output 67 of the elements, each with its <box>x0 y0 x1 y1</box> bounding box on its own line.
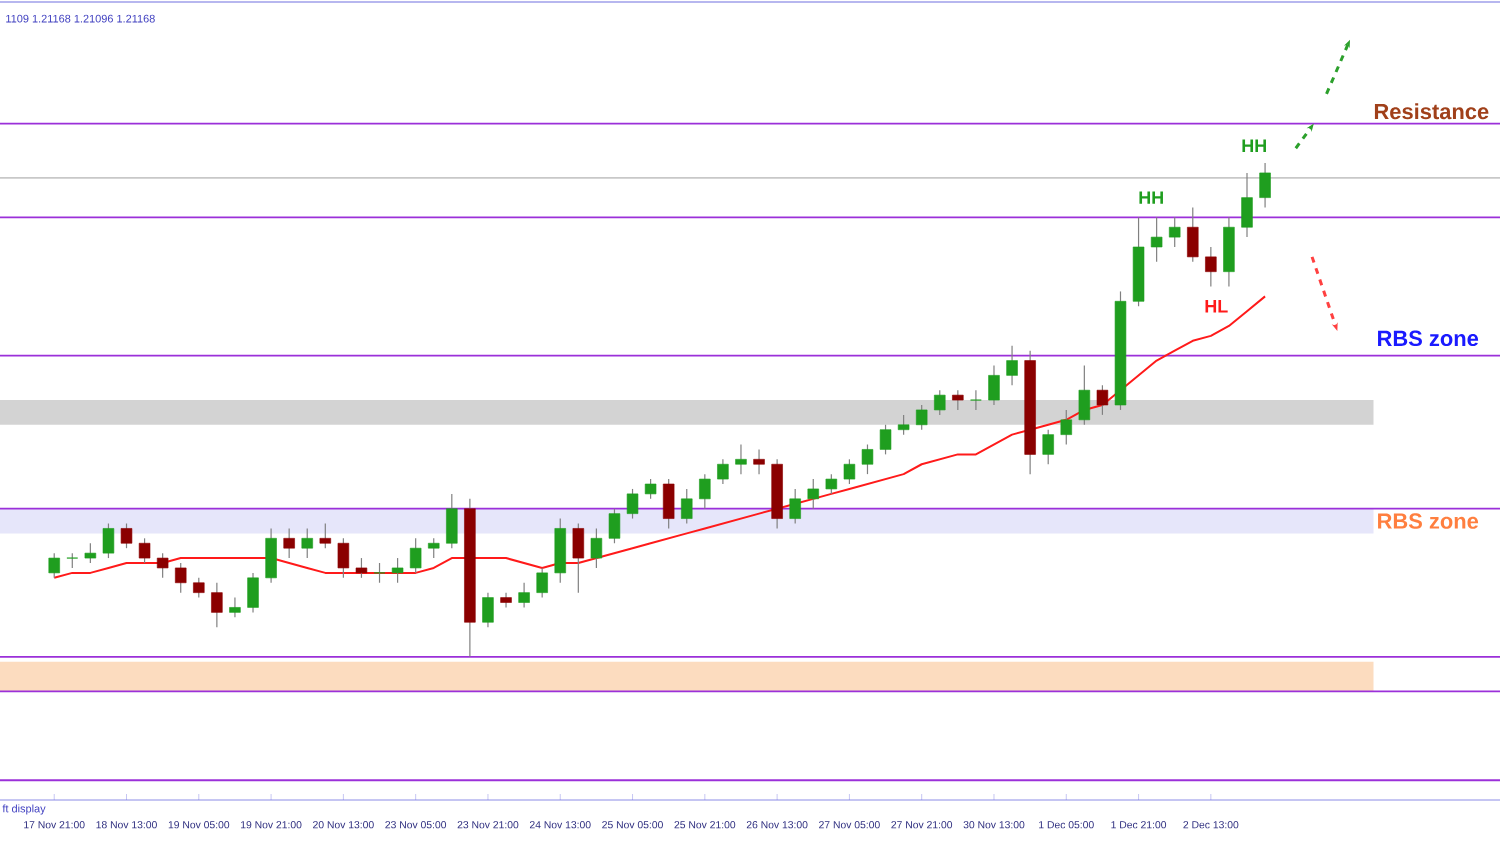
candlestick <box>1241 172 1253 238</box>
candlestick <box>229 596 241 618</box>
candlestick <box>915 404 928 431</box>
candlestick <box>1187 206 1199 263</box>
candlestick <box>934 389 946 416</box>
candlestick <box>301 527 313 559</box>
candlestick <box>156 552 169 579</box>
candlestick <box>355 557 368 579</box>
candlestick <box>626 488 639 520</box>
candlestick <box>735 443 747 475</box>
text: RBS zone <box>1378 513 1479 529</box>
candlestick <box>681 488 693 525</box>
candlestick <box>644 478 657 500</box>
candlestick <box>699 473 711 510</box>
text: RBS zone <box>1378 330 1479 347</box>
candlestick <box>536 567 548 599</box>
candlestick <box>319 522 332 549</box>
candlestick <box>409 537 422 574</box>
candlestick <box>717 458 729 485</box>
candlestick <box>572 522 585 594</box>
candlestick <box>446 493 458 549</box>
candlestick <box>518 582 530 609</box>
candlestick <box>265 527 277 584</box>
candlestick <box>753 448 765 475</box>
candlestick <box>1042 429 1054 465</box>
candlestick <box>373 562 386 584</box>
candlestick <box>1150 216 1163 263</box>
candlestick <box>391 557 404 584</box>
candlestick <box>897 414 910 436</box>
candlestick <box>247 572 259 613</box>
candlestick <box>825 473 838 495</box>
candlestick <box>138 537 151 564</box>
candlestick <box>84 542 97 564</box>
candlestick <box>1096 384 1109 416</box>
candlestick <box>590 527 603 569</box>
candlestick <box>1223 216 1235 288</box>
annotation: HL <box>1205 300 1228 313</box>
candlestick <box>969 389 982 411</box>
text: HH <box>1242 139 1266 152</box>
candlestick <box>102 522 115 559</box>
candlestick <box>988 364 1000 406</box>
candlestick <box>843 458 856 485</box>
candlestick <box>1259 162 1271 209</box>
candlestick <box>554 517 566 584</box>
candlestick <box>1060 409 1072 446</box>
candlestick <box>337 537 350 579</box>
candlestick <box>789 488 801 525</box>
candlestick <box>211 582 223 628</box>
candlestick <box>879 424 892 455</box>
text: Resistance <box>1374 103 1489 120</box>
candlestick <box>952 389 964 411</box>
candlestick <box>1078 364 1091 426</box>
candlestick <box>807 478 819 510</box>
candlestick <box>428 537 440 559</box>
annotation: HH <box>1139 191 1163 204</box>
candlestick <box>120 522 133 549</box>
candlestick <box>1006 345 1018 386</box>
candlestick <box>283 527 295 559</box>
candlestick <box>1205 246 1217 288</box>
candlestick <box>482 592 494 628</box>
candlestick <box>48 552 60 579</box>
candlestick <box>662 478 675 530</box>
candlestick <box>861 443 874 475</box>
candlestick <box>608 508 621 544</box>
candlestick <box>1168 216 1181 248</box>
candlestick <box>175 562 187 594</box>
candlestick <box>193 577 205 599</box>
